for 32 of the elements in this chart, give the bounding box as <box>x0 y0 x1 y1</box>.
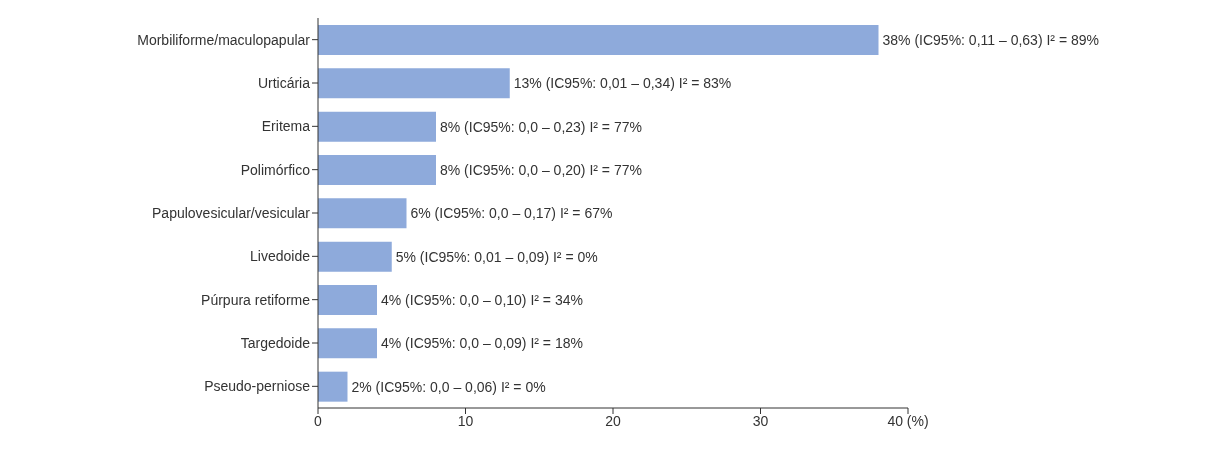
data-label: 13% (IC95%: 0,01 – 0,34) I² = 83% <box>513 75 732 92</box>
y-tick-label: Livedoide <box>250 248 311 265</box>
x-tick-label: 30 <box>752 412 769 429</box>
y-tick-label: Papulovesicular/vesicular <box>152 204 311 221</box>
y-tick-label: Morbiliforme/maculopapular <box>137 31 311 48</box>
x-tick-label: 10 <box>457 412 474 429</box>
data-label: 5% (IC95%: 0,01 – 0,09) I² = 0% <box>395 248 598 265</box>
y-tick-label: Polimórfico <box>240 161 311 178</box>
y-tick-label: Púrpura retiforme <box>201 291 311 308</box>
bar <box>318 241 392 272</box>
data-label: 8% (IC95%: 0,0 – 0,23) I² = 77% <box>440 118 642 135</box>
bar <box>318 328 377 359</box>
bar <box>318 25 879 55</box>
y-tick-label: Urticária <box>257 74 311 91</box>
x-tick-label: 40 (%) <box>887 412 929 429</box>
data-label: 38% (IC95%: 0,11 – 0,63) I² = 89% <box>882 31 1099 48</box>
bar <box>318 155 436 185</box>
data-label: 4% (IC95%: 0,0 – 0,10) I² = 34% <box>381 291 583 308</box>
y-tick-label: Eritema <box>261 118 311 135</box>
bar <box>318 371 348 402</box>
data-label: 8% (IC95%: 0,0 – 0,20) I² = 77% <box>440 161 642 178</box>
bar <box>318 285 377 315</box>
bar <box>318 198 407 229</box>
x-tick-label: 20 <box>605 412 621 429</box>
data-label: 2% (IC95%: 0,0 – 0,06) I² = 0% <box>351 378 546 395</box>
x-tick-label: 0 <box>314 412 323 429</box>
bar <box>318 68 510 99</box>
data-label: 6% (IC95%: 0,0 – 0,17) I² = 67% <box>410 205 613 222</box>
data-label: 4% (IC95%: 0,0 – 0,09) I² = 18% <box>381 335 583 352</box>
y-tick-label: Pseudo-perniose <box>204 378 311 395</box>
bar <box>318 111 436 142</box>
y-tick-label: Targedoide <box>240 334 311 351</box>
